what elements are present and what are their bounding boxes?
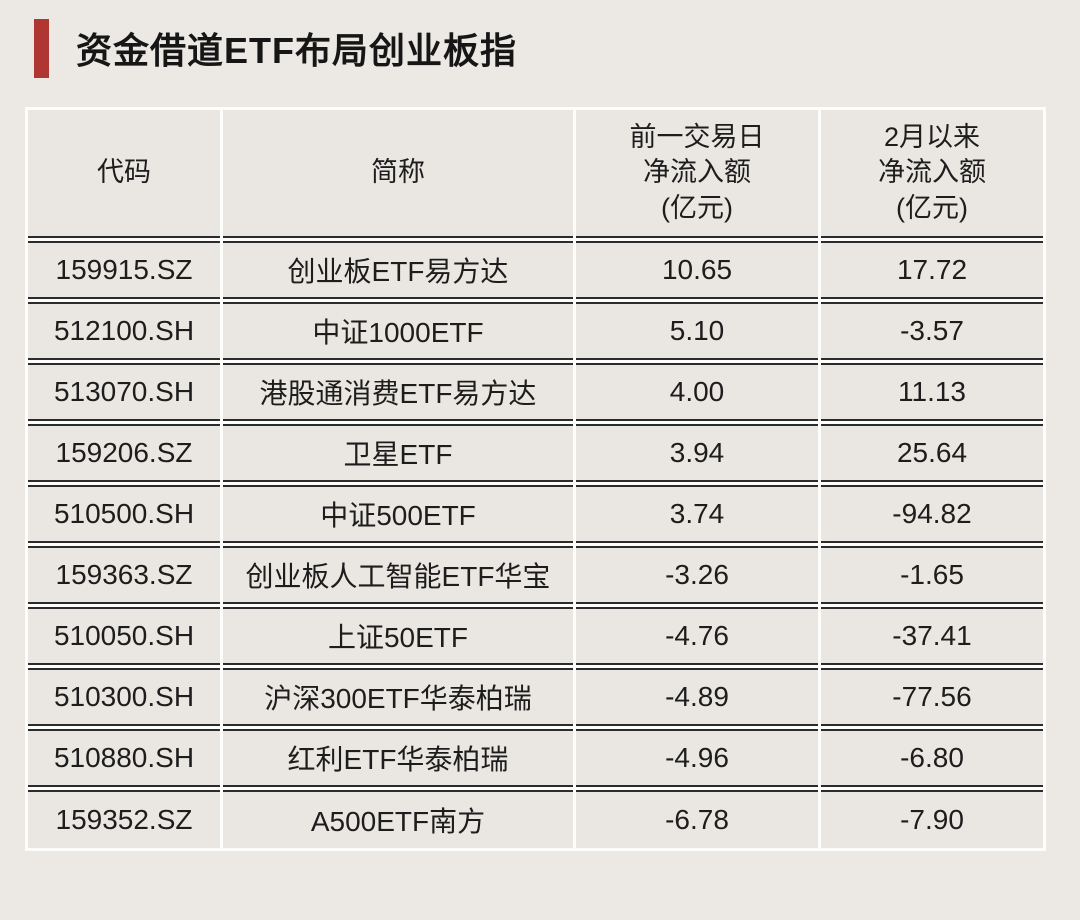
cell-prev-day: 3.74 xyxy=(576,485,818,543)
table-row: 510300.SH 沪深300ETF华泰柏瑞 -4.89 -77.56 xyxy=(28,668,1043,726)
table-row: 159206.SZ 卫星ETF 3.94 25.64 xyxy=(28,424,1043,482)
table-row: 159363.SZ 创业板人工智能ETF华宝 -3.26 -1.65 xyxy=(28,546,1043,604)
cell-code: 510880.SH xyxy=(28,729,220,787)
cell-prev-day: 10.65 xyxy=(576,241,818,299)
table-row: 159352.SZ A500ETF南方 -6.78 -7.90 xyxy=(28,790,1043,848)
cell-since-feb: -6.80 xyxy=(821,729,1043,787)
cell-code: 510300.SH xyxy=(28,668,220,726)
cell-since-feb: -94.82 xyxy=(821,485,1043,543)
table-row: 159915.SZ 创业板ETF易方达 10.65 17.72 xyxy=(28,241,1043,299)
cell-prev-day: 4.00 xyxy=(576,363,818,421)
header-since-feb-net-inflow: 2月以来 净流入额 (亿元) xyxy=(821,110,1043,238)
header-name: 简称 xyxy=(223,110,573,238)
cell-name: 港股通消费ETF易方达 xyxy=(223,363,573,421)
cell-prev-day: -4.89 xyxy=(576,668,818,726)
etf-flow-table: 代码 简称 前一交易日 净流入额 (亿元) 2月以来 净流入额 (亿元) 159… xyxy=(25,107,1046,851)
cell-name: 红利ETF华泰柏瑞 xyxy=(223,729,573,787)
table-row: 512100.SH 中证1000ETF 5.10 -3.57 xyxy=(28,302,1043,360)
cell-prev-day: -4.76 xyxy=(576,607,818,665)
cell-prev-day: 3.94 xyxy=(576,424,818,482)
cell-since-feb: -1.65 xyxy=(821,546,1043,604)
cell-name: 中证1000ETF xyxy=(223,302,573,360)
cell-code: 510500.SH xyxy=(28,485,220,543)
cell-name: 创业板人工智能ETF华宝 xyxy=(223,546,573,604)
section-title: 资金借道ETF布局创业板指 xyxy=(34,18,1080,78)
cell-since-feb: -3.57 xyxy=(821,302,1043,360)
title-accent-bar xyxy=(34,18,49,78)
cell-code: 512100.SH xyxy=(28,302,220,360)
cell-name: 卫星ETF xyxy=(223,424,573,482)
cell-prev-day: -3.26 xyxy=(576,546,818,604)
header-code: 代码 xyxy=(28,110,220,238)
cell-code: 159206.SZ xyxy=(28,424,220,482)
cell-name: 创业板ETF易方达 xyxy=(223,241,573,299)
table-row: 510050.SH 上证50ETF -4.76 -37.41 xyxy=(28,607,1043,665)
cell-since-feb: -7.90 xyxy=(821,790,1043,848)
cell-prev-day: -6.78 xyxy=(576,790,818,848)
cell-name: 上证50ETF xyxy=(223,607,573,665)
table-row: 510500.SH 中证500ETF 3.74 -94.82 xyxy=(28,485,1043,543)
cell-name: 沪深300ETF华泰柏瑞 xyxy=(223,668,573,726)
cell-code: 510050.SH xyxy=(28,607,220,665)
table-header-row: 代码 简称 前一交易日 净流入额 (亿元) 2月以来 净流入额 (亿元) xyxy=(28,110,1043,238)
cell-code: 159363.SZ xyxy=(28,546,220,604)
table-row: 513070.SH 港股通消费ETF易方达 4.00 11.13 xyxy=(28,363,1043,421)
cell-code: 159915.SZ xyxy=(28,241,220,299)
cell-since-feb: 17.72 xyxy=(821,241,1043,299)
cell-code: 513070.SH xyxy=(28,363,220,421)
cell-since-feb: 11.13 xyxy=(821,363,1043,421)
header-prev-day-net-inflow: 前一交易日 净流入额 (亿元) xyxy=(576,110,818,238)
cell-code: 159352.SZ xyxy=(28,790,220,848)
page-title: 资金借道ETF布局创业板指 xyxy=(76,30,517,71)
cell-since-feb: -77.56 xyxy=(821,668,1043,726)
cell-prev-day: -4.96 xyxy=(576,729,818,787)
cell-name: 中证500ETF xyxy=(223,485,573,543)
cell-prev-day: 5.10 xyxy=(576,302,818,360)
cell-since-feb: -37.41 xyxy=(821,607,1043,665)
cell-since-feb: 25.64 xyxy=(821,424,1043,482)
cell-name: A500ETF南方 xyxy=(223,790,573,848)
table-row: 510880.SH 红利ETF华泰柏瑞 -4.96 -6.80 xyxy=(28,729,1043,787)
